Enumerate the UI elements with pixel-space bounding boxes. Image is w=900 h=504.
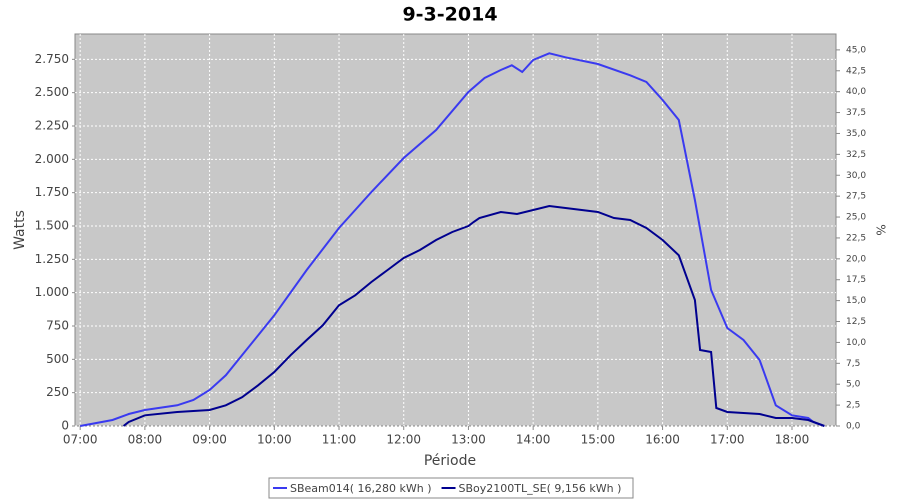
x-tick-label: 09:00 xyxy=(192,433,227,447)
y2-tick-label: 37,5 xyxy=(846,108,866,118)
y-tick-label: 1.250 xyxy=(35,252,69,266)
line-series xyxy=(80,52,825,427)
y2-tick-label: 42,5 xyxy=(846,66,866,76)
x-tick-label: 13:00 xyxy=(451,433,486,447)
y2-tick-label: 0,0 xyxy=(846,422,861,432)
x-tick-label: 16:00 xyxy=(645,433,680,447)
y2-tick-label: 15,0 xyxy=(846,296,866,306)
x-tick-label: 15:00 xyxy=(581,433,616,447)
y2-tick-label: 10,0 xyxy=(846,338,866,348)
y2-tick-label: 40,0 xyxy=(846,87,866,97)
y2-tick-label: 45,0 xyxy=(846,45,866,55)
x-tick-label: 14:00 xyxy=(516,433,551,447)
y2-tick-label: 32,5 xyxy=(846,150,866,160)
y2-tick-label: 35,0 xyxy=(846,129,866,139)
legend-label: SBoy2100TL_SE( 9,156 kWh ) xyxy=(459,482,622,495)
y-axis-label: Watts xyxy=(12,210,28,250)
y-tick-label: 2.000 xyxy=(35,152,69,166)
y2-tick-label: 7,5 xyxy=(846,359,860,369)
y2-tick-label: 2,5 xyxy=(846,401,860,411)
x-tick-label: 12:00 xyxy=(386,433,421,447)
y-tick-label: 1.500 xyxy=(35,219,69,233)
y-tick-label: 1.000 xyxy=(35,285,69,299)
x-tick-label: 18:00 xyxy=(775,433,810,447)
y-tick-label: 250 xyxy=(46,385,69,399)
y-tick-label: 750 xyxy=(46,319,69,333)
line-series xyxy=(122,204,825,427)
y2-axis-label: % xyxy=(874,224,888,235)
y-tick-label: 2.250 xyxy=(35,119,69,133)
y-tick-label: 500 xyxy=(46,352,69,366)
y2-tick-label: 12,5 xyxy=(846,317,866,327)
y-tick-label: 2.750 xyxy=(35,52,69,66)
legend-label: SBeam014( 16,280 kWh ) xyxy=(290,482,432,495)
y2-tick-label: 5,0 xyxy=(846,380,861,390)
y2-tick-label: 27,5 xyxy=(846,192,866,202)
chart-title: 9-3-2014 xyxy=(402,4,497,26)
y-tick-label: 0 xyxy=(61,419,69,433)
x-tick-label: 07:00 xyxy=(63,433,98,447)
y2-tick-label: 17,5 xyxy=(846,275,866,285)
y2-tick-label: 20,0 xyxy=(846,254,866,264)
x-axis-label: Période xyxy=(424,453,476,469)
y-tick-label: 1.750 xyxy=(35,185,69,199)
y2-tick-label: 22,5 xyxy=(846,233,866,243)
x-tick-label: 10:00 xyxy=(257,433,292,447)
x-tick-label: 17:00 xyxy=(710,433,745,447)
y-tick-label: 2.500 xyxy=(35,85,69,99)
x-tick-label: 08:00 xyxy=(128,433,163,447)
x-tick-label: 11:00 xyxy=(322,433,357,447)
y2-tick-label: 30,0 xyxy=(846,171,866,181)
y2-tick-label: 25,0 xyxy=(846,213,866,223)
